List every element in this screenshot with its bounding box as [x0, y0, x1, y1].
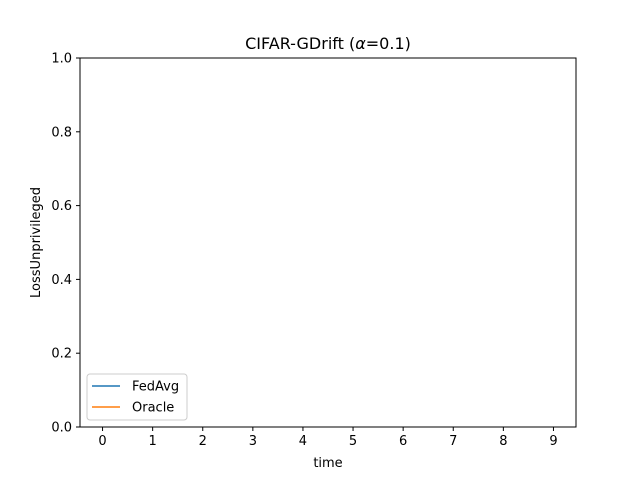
- x-axis-label: time: [313, 456, 342, 471]
- legend-fedavg-label: FedAvg: [132, 380, 179, 395]
- chart-title: CIFAR-GDrift (α=0.1): [245, 34, 411, 53]
- y-tick-label: 0.4: [51, 273, 72, 288]
- x-tick-label: 3: [249, 434, 257, 449]
- x-tick-label: 6: [399, 434, 407, 449]
- plot-frame: [79, 57, 577, 428]
- legend: FedAvg Oracle: [86, 373, 188, 421]
- plot-area: [80, 58, 576, 427]
- x-tick-label: 2: [199, 434, 207, 449]
- x-axis-ticks: 0 1 2 3 4 5 6 7 8 9: [98, 427, 558, 449]
- x-tick-label: 0: [98, 434, 106, 449]
- y-tick-label: 0.0: [51, 421, 72, 436]
- y-tick-label: 1.0: [51, 52, 72, 67]
- y-tick-label: 0.6: [51, 199, 72, 214]
- x-tick-label: 8: [499, 434, 507, 449]
- x-tick-label: 4: [299, 434, 307, 449]
- y-axis-label: LossUnprivileged: [29, 187, 44, 298]
- y-tick-label: 0.8: [51, 125, 72, 140]
- x-tick-label: 7: [449, 434, 457, 449]
- x-tick-label: 1: [149, 434, 157, 449]
- legend-oracle-label: Oracle: [132, 401, 174, 416]
- x-tick-label: 5: [349, 434, 357, 449]
- x-tick-label: 9: [549, 434, 557, 449]
- y-tick-label: 0.2: [51, 347, 72, 362]
- y-axis-ticks: 0.0 0.2 0.4 0.6 0.8 1.0: [51, 52, 80, 436]
